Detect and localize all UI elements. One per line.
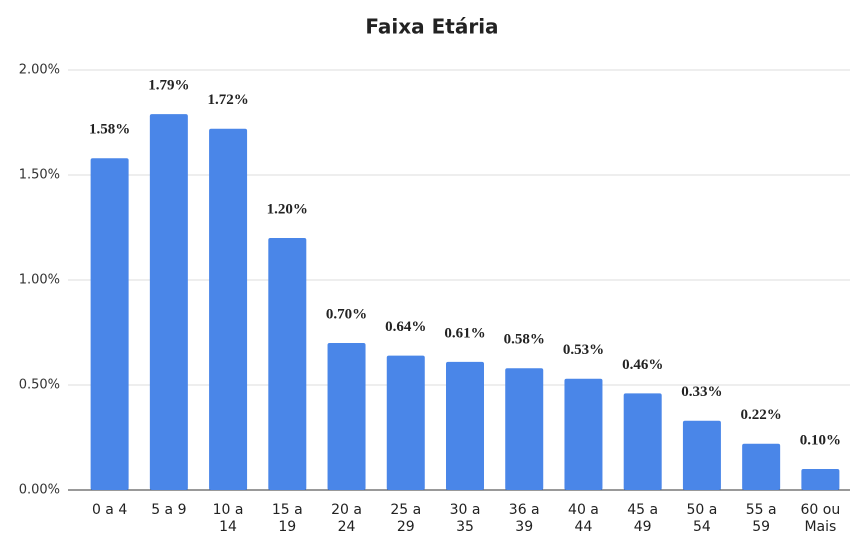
y-tick-label: 0.50% xyxy=(19,378,60,393)
y-tick-label: 0.00% xyxy=(19,483,60,498)
value-label: 0.64% xyxy=(385,319,426,335)
x-tick-label: 0 a 4 xyxy=(91,502,128,518)
value-label: 0.70% xyxy=(326,306,367,322)
x-tick-label: 36 a 39 xyxy=(508,502,540,535)
bar xyxy=(505,368,544,490)
value-label: 0.61% xyxy=(444,325,485,341)
value-label: 1.72% xyxy=(207,92,248,108)
x-tick-label: 40 a 44 xyxy=(568,502,599,535)
x-tick-label: 30 a 35 xyxy=(449,502,481,535)
bar xyxy=(446,361,484,490)
value-label: 0.10% xyxy=(800,432,841,448)
bar xyxy=(742,443,781,490)
x-tick-label: 10 a 14 xyxy=(212,502,244,535)
bar xyxy=(327,343,366,490)
x-tick-label: 5 a 9 xyxy=(151,502,187,518)
bar xyxy=(801,469,840,490)
bar xyxy=(682,420,721,490)
bar xyxy=(623,393,662,490)
x-tick-label: 55 a 59 xyxy=(745,502,777,535)
x-tick-label: 25 a 29 xyxy=(390,502,422,535)
value-label: 0.58% xyxy=(504,332,545,348)
bar xyxy=(386,355,425,490)
x-tick-label: 45 a 49 xyxy=(627,502,659,535)
chart-title: Faixa Etária xyxy=(365,15,498,39)
value-label: 1.58% xyxy=(89,122,130,138)
y-tick-label: 2.00% xyxy=(19,63,60,78)
x-tick-label: 20 a 24 xyxy=(331,502,362,535)
bar xyxy=(564,378,603,490)
bar xyxy=(90,158,129,490)
value-label: 0.46% xyxy=(622,357,663,373)
bar xyxy=(209,128,248,491)
bar xyxy=(268,238,307,490)
value-label: 1.79% xyxy=(148,78,189,94)
value-label: 0.22% xyxy=(741,407,782,423)
value-label: 1.20% xyxy=(267,201,308,217)
value-label: 0.33% xyxy=(681,384,722,400)
x-tick-label: 50 a 54 xyxy=(686,502,718,535)
x-tick-label: 15 a 19 xyxy=(271,502,303,535)
x-tick-label: 60 ou Mais xyxy=(800,502,841,535)
y-tick-label: 1.50% xyxy=(19,168,60,183)
y-tick-label: 1.00% xyxy=(19,273,60,288)
value-label: 0.53% xyxy=(563,342,604,358)
bar xyxy=(149,114,188,490)
